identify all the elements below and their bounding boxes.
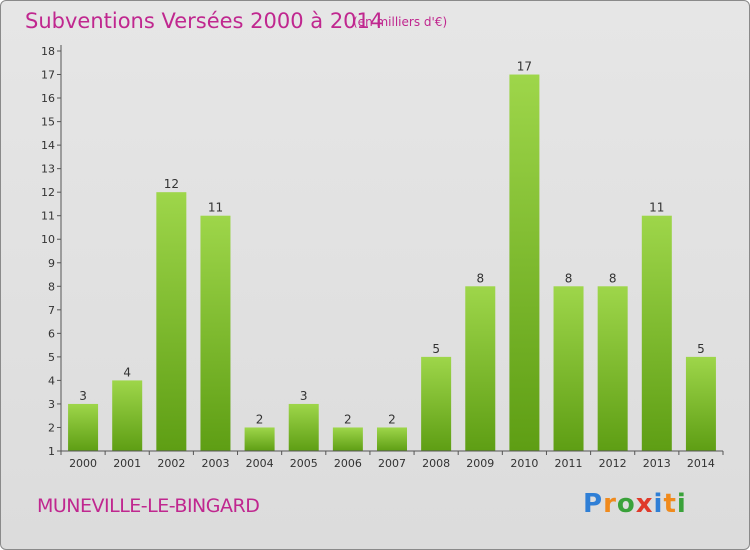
bar-2005 bbox=[288, 403, 319, 451]
logo-letter: P bbox=[583, 489, 604, 519]
y-tick-label: 7 bbox=[48, 304, 55, 317]
y-tick-label: 14 bbox=[41, 139, 55, 152]
unit-note: (en milliers d'€) bbox=[353, 15, 448, 29]
bar-2006 bbox=[332, 427, 363, 451]
logo-letter: t bbox=[663, 489, 677, 519]
proxiti-logo[interactable]: Proxiti bbox=[583, 489, 687, 519]
logo-letter: i bbox=[676, 489, 687, 519]
y-tick-label: 15 bbox=[41, 116, 55, 129]
data-label-2007: 2 bbox=[388, 412, 396, 426]
data-label-2001: 4 bbox=[123, 365, 131, 379]
bar-2012 bbox=[597, 286, 628, 451]
logo-letter: x bbox=[635, 489, 654, 519]
x-tick-label-2012: 2012 bbox=[599, 457, 627, 470]
bar-2011 bbox=[553, 286, 584, 451]
bar-2010 bbox=[509, 74, 540, 451]
y-tick-label: 5 bbox=[48, 351, 55, 364]
x-tick-label-2003: 2003 bbox=[201, 457, 229, 470]
bar-2000 bbox=[68, 403, 99, 451]
data-label-2014: 5 bbox=[697, 342, 705, 356]
x-axis: 2000 2001 2002 2003 2004 2005 2006 2007 2008 2009… bbox=[60, 450, 724, 470]
city-name: MUNEVILLE-LE-BINGARD bbox=[37, 495, 260, 517]
data-label-2003: 11 bbox=[208, 201, 223, 215]
data-label-2013: 11 bbox=[649, 201, 664, 215]
y-tick-label: 6 bbox=[48, 327, 55, 340]
x-tick-label-2004: 2004 bbox=[246, 457, 274, 470]
x-tick-label-2005: 2005 bbox=[290, 457, 318, 470]
y-tick-label: 8 bbox=[48, 280, 55, 293]
y-tick-label: 2 bbox=[48, 421, 55, 434]
x-tick-label-2013: 2013 bbox=[643, 457, 671, 470]
y-tick-label: 1 bbox=[48, 445, 55, 458]
x-tick-label-2001: 2001 bbox=[113, 457, 141, 470]
data-label-2004: 2 bbox=[256, 412, 264, 426]
x-tick-label-2009: 2009 bbox=[466, 457, 494, 470]
y-tick-label: 16 bbox=[41, 92, 55, 105]
data-label-2002: 12 bbox=[164, 177, 179, 191]
data-label-2011: 8 bbox=[565, 271, 573, 285]
bar-2001 bbox=[112, 380, 143, 451]
bar-2008 bbox=[421, 356, 452, 451]
x-tick-label-2011: 2011 bbox=[555, 457, 583, 470]
data-labels: 3 4 12 11 2 3 2 2 5 8 17 8 8 11 5 bbox=[79, 60, 705, 427]
logo-letter: r bbox=[603, 489, 617, 519]
y-tick-label: 13 bbox=[41, 163, 55, 176]
chart-title: Subventions Versées 2000 à 2014 bbox=[25, 9, 384, 33]
x-tick-label-2000: 2000 bbox=[69, 457, 97, 470]
y-tick-label: 17 bbox=[41, 69, 55, 82]
x-tick-label-2002: 2002 bbox=[157, 457, 185, 470]
y-tick-label: 18 bbox=[41, 45, 55, 58]
data-label-2000: 3 bbox=[79, 389, 87, 403]
bar-2004 bbox=[244, 427, 275, 451]
bar-2003 bbox=[200, 215, 231, 451]
x-tick-label-2014: 2014 bbox=[687, 457, 715, 470]
x-tick-label-2010: 2010 bbox=[510, 457, 538, 470]
y-tick-label: 12 bbox=[41, 186, 55, 199]
data-label-2006: 2 bbox=[344, 412, 352, 426]
y-tick-label: 10 bbox=[41, 233, 55, 246]
data-label-2005: 3 bbox=[300, 389, 308, 403]
bar-2013 bbox=[641, 215, 672, 451]
data-label-2009: 8 bbox=[476, 271, 484, 285]
y-tick-label: 9 bbox=[48, 257, 55, 270]
y-tick-label: 4 bbox=[48, 374, 55, 387]
y-tick-label: 11 bbox=[41, 210, 55, 223]
data-label-2008: 5 bbox=[432, 342, 440, 356]
x-tick-label-2006: 2006 bbox=[334, 457, 362, 470]
logo-letter: i bbox=[653, 489, 664, 519]
bar-2014 bbox=[685, 356, 716, 451]
x-tick-label-2007: 2007 bbox=[378, 457, 406, 470]
bar-2009 bbox=[465, 286, 496, 451]
y-tick-label: 3 bbox=[48, 398, 55, 411]
data-label-2010: 17 bbox=[517, 60, 532, 74]
bar-2002 bbox=[156, 192, 187, 452]
data-label-2012: 8 bbox=[609, 271, 617, 285]
bar-2007 bbox=[377, 427, 407, 451]
x-tick-label-2008: 2008 bbox=[422, 457, 450, 470]
logo-letter: o bbox=[616, 489, 636, 519]
bars bbox=[68, 74, 716, 452]
